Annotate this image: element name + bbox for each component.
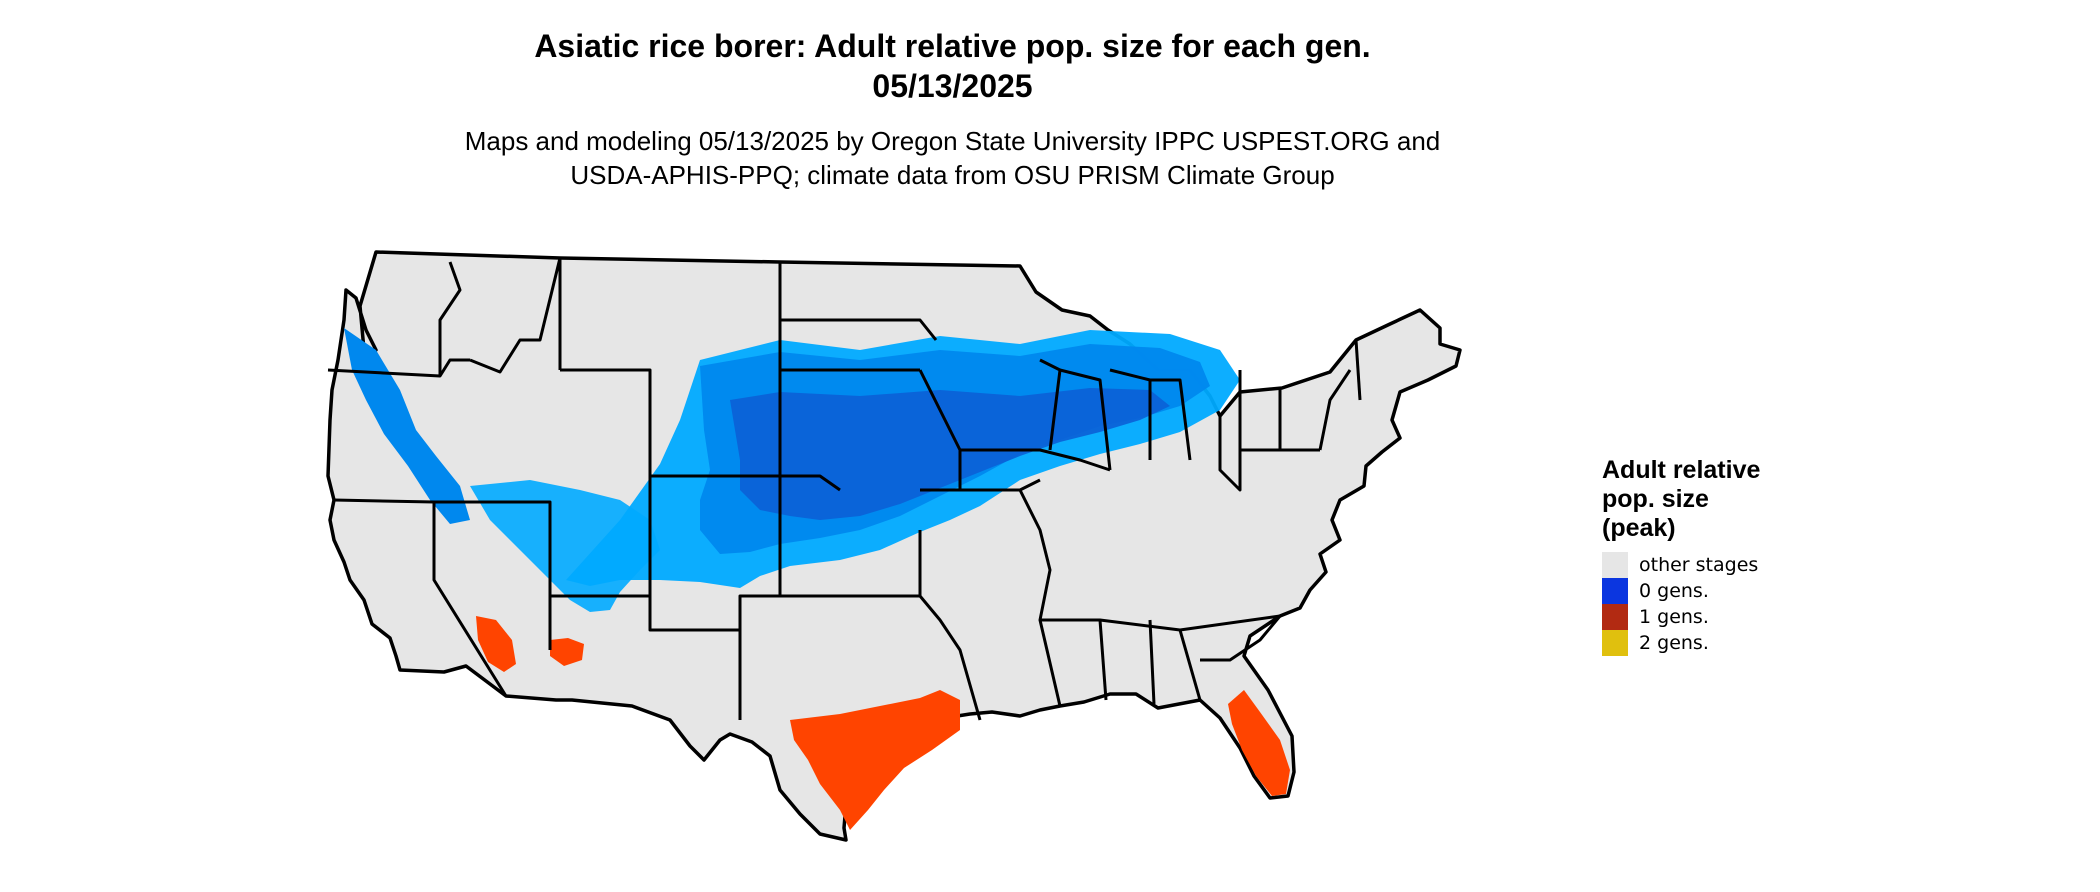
shade-band-dark-blue — [730, 388, 1170, 520]
title-line-1: Asiatic rice borer: Adult relative pop. … — [534, 28, 1371, 64]
legend-title: Adult relative pop. size (peak) — [1602, 456, 1822, 543]
legend-item-other-stages: other stages — [1602, 552, 1822, 578]
shade-nm-orange — [550, 638, 584, 666]
legend-swatch — [1602, 604, 1628, 630]
shade-california — [344, 328, 470, 524]
legend-title-line-1: Adult relative — [1602, 456, 1761, 484]
legend-item-1-gens: 1 gens. — [1602, 604, 1822, 630]
legend-item-2-gens: 2 gens. — [1602, 630, 1822, 656]
map-subtitle: Maps and modeling 05/13/2025 by Oregon S… — [0, 124, 1905, 192]
legend-label: 1 gens. — [1639, 606, 1709, 628]
legend-items: other stages 0 gens. 1 gens. 2 gens. — [1602, 552, 1822, 656]
shade-southwest — [470, 480, 660, 612]
legend-swatch — [1602, 630, 1628, 656]
shade-texas-orange — [790, 690, 960, 830]
legend-label: 0 gens. — [1639, 580, 1709, 602]
legend: Adult relative pop. size (peak) other st… — [1602, 456, 1822, 656]
subtitle-line-2: USDA-APHIS-PPQ; climate data from OSU PR… — [570, 160, 1335, 190]
legend-label: other stages — [1639, 554, 1759, 576]
state-borders — [327, 257, 1362, 721]
legend-title-line-2: pop. size — [1602, 485, 1709, 513]
legend-title-line-3: (peak) — [1602, 514, 1676, 542]
shade-arizona-orange — [476, 616, 516, 672]
title-line-2: 05/13/2025 — [872, 68, 1033, 104]
map-title: Asiatic rice borer: Adult relative pop. … — [0, 26, 1905, 106]
legend-label: 2 gens. — [1639, 632, 1709, 654]
legend-swatch — [1602, 552, 1628, 578]
shade-florida-orange — [1228, 690, 1290, 796]
subtitle-line-1: Maps and modeling 05/13/2025 by Oregon S… — [464, 126, 1441, 156]
legend-item-0-gens: 0 gens. — [1602, 578, 1822, 604]
us-map — [326, 250, 1462, 842]
legend-swatch — [1602, 578, 1628, 604]
